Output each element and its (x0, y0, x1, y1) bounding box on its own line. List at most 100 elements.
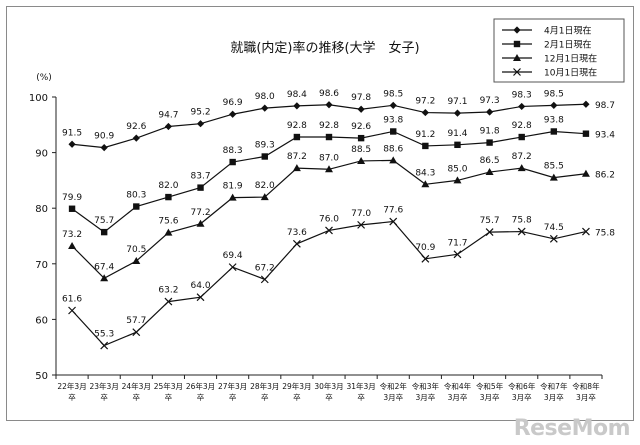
x-tick-label: 令和7年 (540, 381, 568, 391)
data-point-4 (164, 297, 173, 306)
data-label-4: 77.0 (351, 209, 371, 219)
x-tick-label: 令和8年 (572, 381, 600, 391)
data-label-4: 73.6 (287, 228, 307, 238)
data-label-3: 84.3 (415, 168, 435, 178)
data-label-3: 67.4 (94, 262, 114, 272)
x-tick-label: 23年3月 (90, 381, 119, 391)
data-label-2: 91.8 (480, 127, 500, 137)
y-tick-label: 70 (35, 260, 48, 271)
data-label-4: 77.6 (383, 206, 403, 216)
legend-label-3: 12月1日現在 (544, 53, 597, 65)
data-label-2: 92.8 (512, 121, 532, 131)
x-tick-label-line2: 卒 (357, 392, 365, 402)
data-label-4: 55.3 (94, 330, 114, 340)
data-point-1 (421, 108, 429, 117)
data-point-2 (357, 134, 365, 142)
data-point-3 (196, 219, 205, 227)
x-tick-label: 令和3年 (412, 381, 440, 391)
data-point-3 (485, 168, 494, 176)
y-tick-label: 80 (35, 204, 48, 215)
data-point-3 (581, 169, 590, 177)
data-label-4: 75.8 (595, 229, 615, 239)
data-label-2: 93.8 (544, 115, 564, 125)
data-point-1 (164, 122, 173, 131)
x-tick-label-line2: 卒 (165, 392, 173, 402)
data-point-3 (421, 180, 430, 188)
data-label-2: 91.4 (447, 129, 467, 139)
data-point-2 (422, 142, 429, 150)
x-tick-label-line2: 3月卒 (544, 392, 564, 402)
data-point-4 (357, 220, 366, 229)
data-label-3: 75.6 (158, 217, 178, 227)
data-point-1 (229, 110, 237, 118)
data-label-2: 89.3 (255, 140, 275, 150)
legend-marker-3 (513, 54, 521, 61)
data-point-3 (549, 173, 558, 181)
data-label-4: 71.7 (447, 238, 467, 248)
legend-label-1: 4月1日現在 (544, 25, 591, 37)
data-label-2: 79.9 (62, 193, 82, 203)
data-point-4 (582, 227, 590, 236)
data-point-4 (549, 234, 558, 243)
x-tick-label-line2: 3月卒 (448, 392, 468, 402)
data-label-3: 73.2 (62, 230, 82, 240)
data-label-2: 88.3 (223, 146, 243, 156)
data-point-4 (453, 250, 462, 259)
data-label-1: 97.1 (447, 97, 467, 107)
data-label-1: 98.0 (255, 92, 275, 102)
data-point-4 (100, 341, 109, 350)
data-label-2: 93.4 (595, 131, 615, 141)
x-tick-label: 24年3月 (122, 381, 151, 391)
data-point-4 (132, 328, 141, 337)
data-point-3 (389, 156, 398, 164)
y-axis-label: (%) (36, 73, 52, 83)
data-label-1: 90.9 (94, 132, 114, 142)
data-label-4: 75.8 (512, 216, 532, 226)
x-tick-label: 令和5年 (476, 381, 504, 391)
x-tick-label-line2: 卒 (197, 392, 205, 402)
data-label-4: 69.4 (223, 251, 243, 261)
data-label-1: 98.7 (595, 101, 615, 111)
data-label-4: 74.5 (544, 223, 564, 233)
data-label-1: 98.4 (287, 90, 307, 100)
data-label-1: 91.5 (62, 128, 82, 138)
data-label-3: 87.2 (512, 152, 532, 162)
data-point-4 (292, 239, 301, 248)
data-label-1: 98.3 (512, 90, 532, 100)
y-tick-label: 50 (35, 371, 48, 382)
data-label-3: 86.5 (480, 156, 500, 166)
data-point-4 (228, 263, 237, 272)
data-point-3 (228, 193, 237, 201)
x-tick-label-line2: 卒 (261, 392, 269, 402)
y-tick-label: 90 (35, 149, 48, 160)
data-label-2: 91.2 (415, 130, 435, 140)
x-tick-label-line2: 3月卒 (512, 392, 532, 402)
data-label-2: 75.7 (94, 216, 114, 226)
x-tick-label: 25年3月 (154, 381, 183, 391)
data-point-2 (197, 184, 204, 191)
data-label-1: 97.3 (480, 96, 500, 106)
data-point-3 (292, 164, 301, 172)
data-point-1 (68, 140, 76, 148)
data-label-3: 82.0 (255, 181, 275, 191)
data-label-3: 70.5 (126, 245, 146, 255)
x-tick-label-line2: 3月卒 (576, 392, 596, 402)
data-point-2 (486, 139, 493, 146)
data-label-1: 92.6 (126, 122, 146, 132)
chart-title: 就職(内定)率の推移(大学 女子) (230, 40, 419, 56)
data-point-4 (389, 217, 398, 226)
data-label-3: 85.0 (447, 164, 467, 174)
data-point-3 (68, 242, 77, 250)
data-point-4 (325, 226, 333, 235)
data-point-3 (357, 156, 366, 164)
legend-marker-1 (513, 26, 521, 34)
x-tick-label: 30年3月 (314, 381, 343, 391)
data-label-3: 88.6 (383, 144, 403, 154)
x-tick-label: 31年3月 (346, 381, 375, 391)
x-tick-label: 29年3月 (282, 381, 311, 391)
legend-label-2: 2月1日現在 (544, 39, 591, 51)
data-label-1: 95.2 (191, 108, 211, 118)
legend-marker-4 (513, 68, 521, 76)
